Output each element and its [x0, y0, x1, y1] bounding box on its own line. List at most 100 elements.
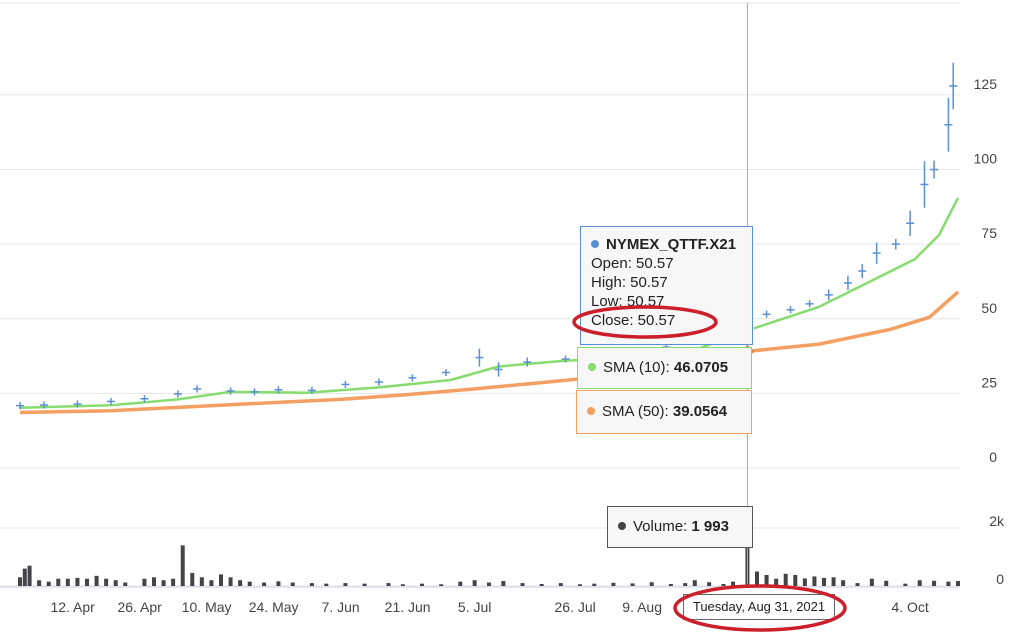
x-tick-label: 5. Jul: [458, 599, 491, 615]
volume-axis-labels: 0 2k: [989, 513, 1005, 587]
sma50-tooltip: SMA (50): 39.0564: [576, 390, 752, 434]
sma50-line: [19, 290, 960, 415]
date-tooltip: Tuesday, Aug 31, 2021: [683, 594, 835, 620]
volume-bar: [668, 583, 673, 586]
volume-bar: [37, 580, 42, 586]
price-tick-label: 0: [989, 449, 997, 465]
volume-bar: [238, 580, 243, 586]
volume-color-dot: [618, 522, 626, 530]
volume-bar: [247, 581, 252, 586]
volume-bar: [501, 581, 506, 586]
tooltip-open: Open: 50.57: [591, 255, 674, 272]
volume-bar: [190, 572, 195, 586]
volume-bar: [592, 583, 597, 586]
volume-bar: [558, 583, 563, 586]
volume-bar: [262, 582, 267, 586]
tooltip-low: Low: 50.57: [591, 293, 665, 310]
volume-bar: [22, 568, 27, 586]
volume-bar: [180, 545, 185, 586]
sma10-value: 46.0705: [673, 359, 729, 376]
volume-bar: [822, 577, 826, 586]
volume-bar: [276, 581, 281, 586]
ohlc-tooltip: NYMEX_QTTF.X21 Open: 50.57 High: 50.57 L…: [580, 226, 753, 345]
volume-bar: [85, 578, 89, 586]
volume-bar: [420, 583, 424, 586]
volume-bar: [764, 574, 769, 586]
volume-bar: [611, 582, 616, 586]
volume-bar: [343, 583, 348, 586]
sma50-color-dot: [587, 407, 595, 415]
volume-bar: [812, 576, 817, 586]
x-tick-label: 4. Oct: [891, 599, 928, 615]
volume-bar: [577, 584, 582, 586]
volume-bar: [458, 581, 463, 586]
price-tick-label: 50: [981, 300, 997, 316]
sma50-value: 39.0564: [672, 403, 728, 420]
volume-bar: [932, 580, 937, 586]
volume-label: Volume:: [633, 518, 692, 535]
volume-bar: [831, 577, 836, 586]
tooltip-high: High: 50.57: [591, 274, 668, 291]
sma50-label: SMA (50):: [602, 403, 673, 420]
volume-bar: [841, 580, 846, 586]
ohlc-series: [16, 62, 958, 410]
volume-bar: [903, 583, 908, 586]
volume-bar: [309, 583, 314, 586]
volume-bar: [683, 583, 688, 586]
volume-bar: [630, 583, 635, 586]
volume-bar: [152, 577, 156, 586]
volume-bar: [721, 583, 726, 586]
volume-tick-label: 0: [996, 571, 1004, 587]
volume-bar: [56, 578, 61, 586]
volume-tooltip: Volume: 1 993: [607, 506, 753, 548]
volume-bar: [290, 582, 295, 586]
volume-bar: [386, 583, 391, 586]
volume-value: 1 993: [691, 518, 729, 535]
volume-bar: [956, 581, 960, 586]
sma10-tooltip: SMA (10): 46.0705: [577, 347, 752, 389]
volume-bar: [774, 578, 779, 586]
volume-bar: [27, 565, 32, 586]
volume-bar: [783, 573, 788, 586]
volume-bar: [46, 581, 51, 586]
price-tick-label: 125: [974, 76, 998, 92]
volume-bar: [855, 583, 860, 586]
volume-bar: [75, 577, 80, 586]
date-tooltip-text: Tuesday, Aug 31, 2021: [692, 599, 826, 614]
volume-bar: [869, 578, 874, 586]
volume-bar: [649, 582, 654, 586]
sma10-label: SMA (10):: [603, 359, 674, 376]
volume-bar: [793, 574, 798, 586]
volume-bar: [917, 580, 922, 586]
volume-bar: [731, 581, 736, 586]
volume-bar: [884, 580, 889, 586]
price-tick-label: 75: [981, 225, 997, 241]
tooltip-close: Close: 50.57: [591, 312, 676, 329]
x-tick-label: 7. Jun: [322, 599, 360, 615]
x-tick-label: 10. May: [182, 599, 232, 615]
x-tick-label: 9. Aug: [622, 599, 662, 615]
tooltip-series-name: NYMEX_QTTF.X21: [606, 236, 737, 253]
volume-bar: [692, 580, 697, 586]
volume-bar: [171, 578, 176, 586]
volume-bar: [123, 582, 128, 586]
sma10-series: [19, 197, 960, 409]
sma50-series: [19, 290, 960, 415]
volume-bar: [439, 584, 444, 586]
volume-bar: [755, 571, 759, 586]
volume-bar: [142, 578, 147, 586]
volume-bar: [161, 580, 166, 586]
sma10-line: [19, 197, 960, 409]
x-tick-label: 12. Apr: [50, 599, 95, 615]
volume-bar: [18, 577, 22, 586]
volume-bar: [324, 583, 329, 586]
x-tick-label: 21. Jun: [385, 599, 431, 615]
volume-tick-label: 2k: [989, 513, 1005, 529]
volume-bar: [104, 578, 109, 586]
volume-bar: [802, 578, 807, 586]
volume-bar: [520, 583, 525, 586]
volume-bar: [539, 583, 544, 586]
grid-lines: [0, 2, 960, 588]
volume-bar: [487, 582, 491, 586]
